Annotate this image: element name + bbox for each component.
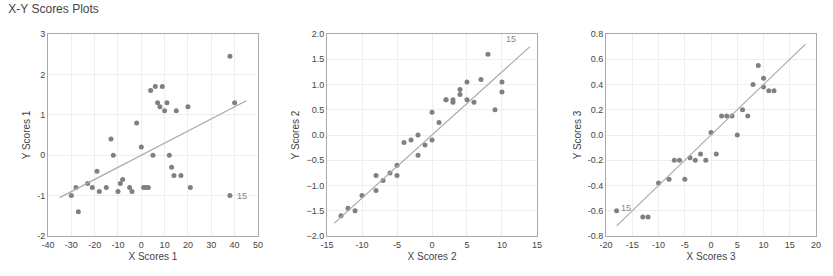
svg-text:1.5: 1.5 [312,54,325,64]
svg-text:15: 15 [532,240,542,250]
svg-text:-0.2: -0.2 [588,155,604,165]
svg-text:Y Scores 1: Y Scores 1 [21,110,32,159]
svg-text:-0.8: -0.8 [588,231,604,241]
svg-text:0.0: 0.0 [312,130,325,140]
svg-text:Y Scores 2: Y Scores 2 [290,110,301,159]
svg-text:-20: -20 [600,240,613,250]
svg-text:-5: -5 [681,240,689,250]
svg-text:20: 20 [183,240,193,250]
svg-text:10: 10 [160,240,170,250]
svg-text:X Scores 3: X Scores 3 [687,251,736,262]
svg-text:50: 50 [253,240,263,250]
svg-text:-40: -40 [41,240,54,250]
svg-text:10: 10 [497,240,507,250]
svg-text:−2.0: −2.0 [306,231,324,241]
svg-text:0.0: 0.0 [591,130,604,140]
svg-text:0.2: 0.2 [591,105,604,115]
svg-text:30: 30 [206,240,216,250]
svg-text:X Scores 2: X Scores 2 [408,251,457,262]
svg-text:X-Y Scores Plots: X-Y Scores Plots [8,2,98,16]
svg-text:-10: -10 [111,240,124,250]
svg-text:0.8: 0.8 [591,29,604,39]
svg-text:0.6: 0.6 [591,54,604,64]
svg-text:−0.5: −0.5 [306,155,324,165]
svg-text:15: 15 [785,240,795,250]
svg-text:-30: -30 [65,240,78,250]
svg-text:40: 40 [230,240,240,250]
svg-text:2: 2 [40,70,45,80]
svg-text:−1.0: −1.0 [306,181,324,191]
svg-text:0.4: 0.4 [591,80,604,90]
svg-text:0: 0 [709,240,714,250]
svg-text:15: 15 [237,191,247,201]
svg-text:0: 0 [40,150,45,160]
svg-text:-10: -10 [652,240,665,250]
svg-text:3: 3 [40,29,45,39]
svg-text:1: 1 [40,110,45,120]
svg-text:15: 15 [621,203,631,213]
svg-text:5: 5 [735,240,740,250]
svg-text:Y Scores 3: Y Scores 3 [572,110,583,159]
svg-text:-20: -20 [88,240,101,250]
svg-text:10: 10 [759,240,769,250]
svg-text:X Scores 1: X Scores 1 [128,251,177,262]
svg-text:-1: -1 [37,191,45,201]
svg-text:-2: -2 [37,231,45,241]
svg-text:-0.6: -0.6 [588,206,604,216]
svg-text:0: 0 [139,240,144,250]
svg-text:−1.5: −1.5 [306,206,324,216]
svg-text:-5: -5 [393,240,401,250]
svg-text:-0.4: -0.4 [588,181,604,191]
svg-text:5: 5 [464,240,469,250]
svg-text:0: 0 [429,240,434,250]
svg-text:20: 20 [811,240,821,250]
svg-text:-15: -15 [626,240,639,250]
svg-text:-15: -15 [321,240,334,250]
svg-text:2.0: 2.0 [312,29,325,39]
svg-text:0.5: 0.5 [312,105,325,115]
svg-text:15: 15 [506,34,516,44]
svg-text:1.0: 1.0 [312,80,325,90]
svg-text:-10: -10 [356,240,369,250]
